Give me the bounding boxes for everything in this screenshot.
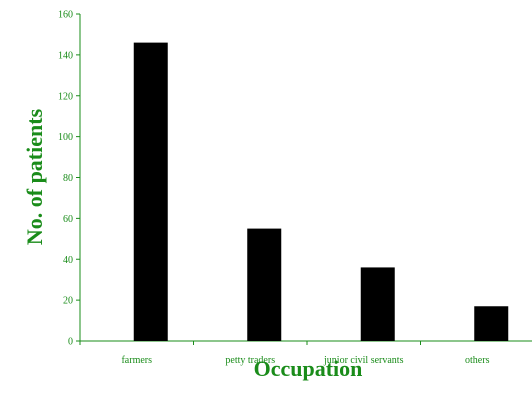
- y-tick-label: 60: [63, 214, 73, 225]
- bar-junior-civil-servants: [360, 267, 395, 341]
- y-tick-label: 120: [58, 91, 73, 102]
- bars: [133, 42, 509, 342]
- y-tick-label: 40: [63, 255, 73, 266]
- y-tick-label: 100: [58, 132, 73, 143]
- y-tick-label: 0: [68, 337, 73, 348]
- x-tick-label: petty traders: [225, 355, 275, 366]
- y-axis: 0 20 40 60 80 100 120 140 160: [58, 10, 81, 348]
- bar-farmers: [133, 42, 168, 342]
- x-tick-label: junior civil servants: [323, 355, 404, 366]
- y-tick-label: 80: [63, 173, 73, 184]
- x-axis-title: Occupation: [254, 356, 363, 381]
- bar-petty-traders: [247, 228, 282, 341]
- bar-others: [474, 306, 509, 341]
- y-tick-label: 160: [58, 10, 73, 21]
- y-axis-title: No. of patients: [22, 108, 47, 245]
- x-tick-label: others: [465, 355, 490, 366]
- y-tick-label: 140: [58, 50, 73, 61]
- y-tick-label: 20: [63, 296, 73, 307]
- x-tick-label: farmers: [121, 355, 152, 366]
